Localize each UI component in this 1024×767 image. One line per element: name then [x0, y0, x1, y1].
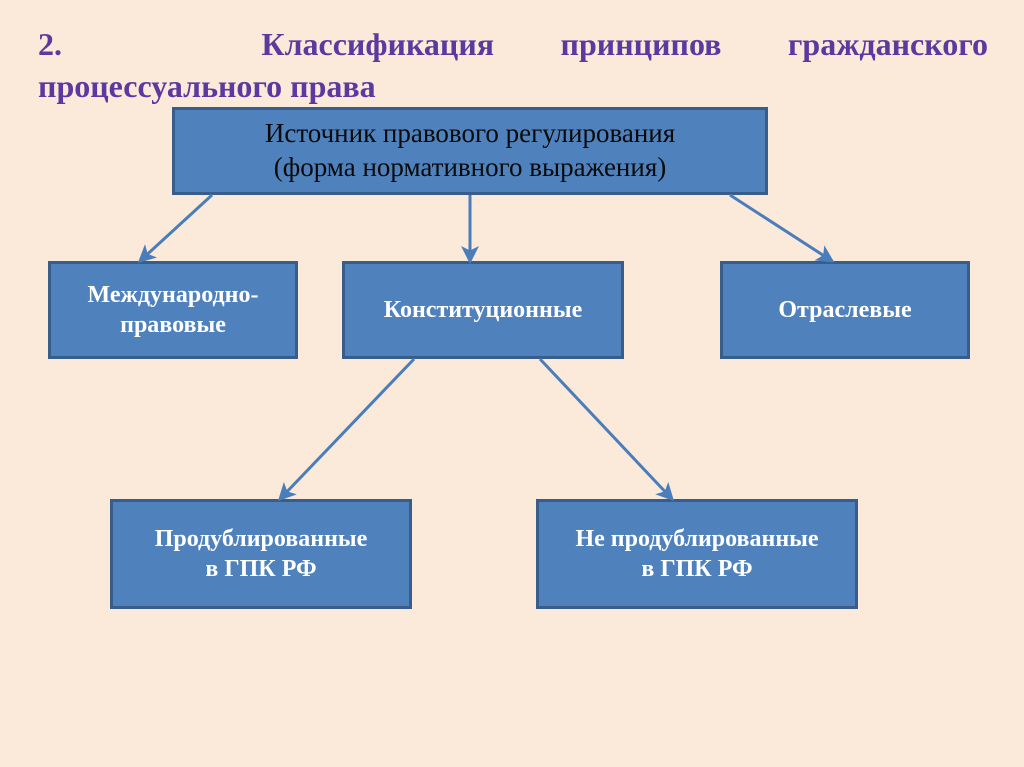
- box-nodup-line2: в ГПК РФ: [575, 554, 818, 584]
- box-dup-line2: в ГПК РФ: [155, 554, 368, 584]
- title-line2: процессуального права: [38, 66, 988, 108]
- title-number: 2.: [38, 26, 62, 62]
- box-const-text: Конституционные: [384, 295, 582, 325]
- box-branch: Отраслевые: [720, 261, 970, 359]
- box-international: Международно- правовые: [48, 261, 298, 359]
- box-constitutional: Конституционные: [342, 261, 624, 359]
- box-nodup-line1: Не продублированные: [575, 524, 818, 554]
- box-intl-line1: Международно-: [88, 280, 259, 310]
- box-root: Источник правового регулирования (форма …: [172, 107, 768, 195]
- slide-title: 2. Классификация принципов гражданского …: [38, 24, 988, 107]
- box-duplicated: Продублированные в ГПК РФ: [110, 499, 412, 609]
- box-root-line2: (форма нормативного выражения): [265, 151, 675, 185]
- box-not-duplicated: Не продублированные в ГПК РФ: [536, 499, 858, 609]
- box-root-line1: Источник правового регулирования: [265, 117, 675, 151]
- box-intl-line2: правовые: [88, 310, 259, 340]
- box-dup-line1: Продублированные: [155, 524, 368, 554]
- box-branch-text: Отраслевые: [778, 295, 911, 325]
- title-line1-rest: Классификация принципов гражданского: [261, 26, 988, 62]
